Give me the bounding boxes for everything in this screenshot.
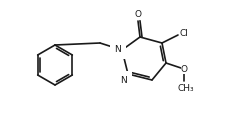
Text: Cl: Cl	[179, 29, 188, 39]
Text: N: N	[114, 45, 121, 54]
Text: O: O	[180, 64, 187, 73]
Text: O: O	[135, 10, 142, 19]
Text: N: N	[120, 76, 127, 85]
Text: CH₃: CH₃	[178, 84, 194, 93]
